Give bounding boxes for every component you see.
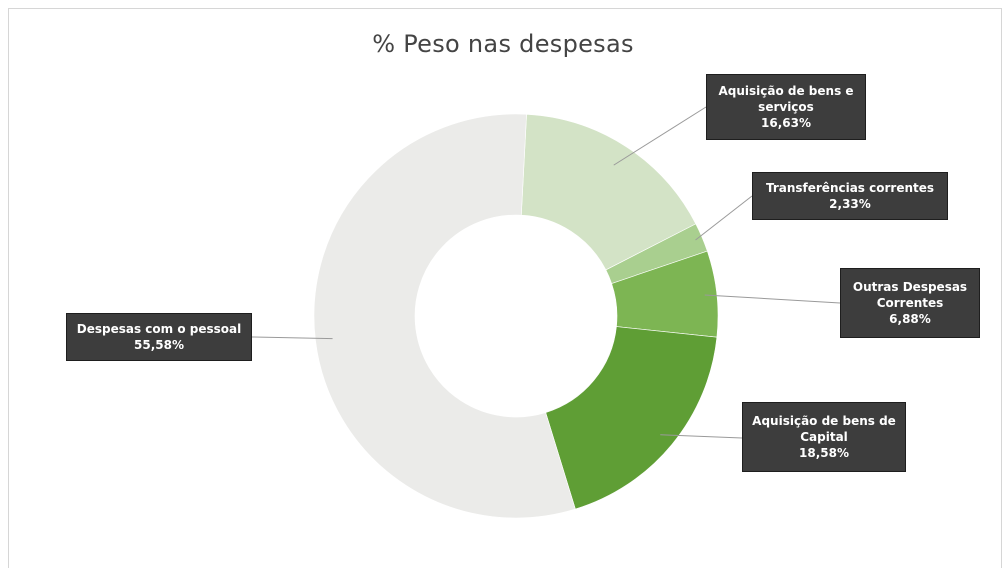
leader-line-2 <box>695 195 753 241</box>
donut-slice-4 <box>545 326 718 510</box>
data-label-category: Outras Despesas <box>852 280 968 294</box>
data-label-category: Despesas com o pessoal <box>76 322 242 336</box>
data-label-category: Correntes <box>876 296 944 310</box>
donut-slice-5 <box>313 113 576 519</box>
data-label-category: serviços <box>758 100 814 114</box>
leader-line-5 <box>251 336 333 340</box>
data-label-1: Aquisição de bens e serviços 16,63% <box>706 74 866 140</box>
data-label-4: Aquisição de bens de Capital 18,58% <box>742 402 906 472</box>
leader-line-1 <box>613 106 707 166</box>
data-label-value: 55,58% <box>134 338 184 352</box>
data-label-category: Aquisição de bens e <box>718 84 854 98</box>
data-label-category: Aquisição de bens de <box>752 414 896 428</box>
data-label-3: Outras Despesas Correntes 6,88% <box>840 268 980 338</box>
data-label-value: 18,58% <box>799 446 849 460</box>
data-label-value: 6,88% <box>889 312 931 326</box>
chart-frame <box>8 8 1002 568</box>
data-label-5: Despesas com o pessoal 55,58% <box>66 313 252 361</box>
data-label-category: Transferências correntes <box>765 181 935 195</box>
data-label-value: 16,63% <box>761 116 811 130</box>
leader-line-4 <box>660 434 743 439</box>
donut-slice-1 <box>520 113 697 271</box>
leader-line-3 <box>704 294 841 304</box>
data-label-value: 2,33% <box>829 197 871 211</box>
chart-title: % Peso nas despesas <box>372 30 634 58</box>
data-label-category: Capital <box>800 430 848 444</box>
data-label-2: Transferências correntes 2,33% <box>752 172 948 220</box>
